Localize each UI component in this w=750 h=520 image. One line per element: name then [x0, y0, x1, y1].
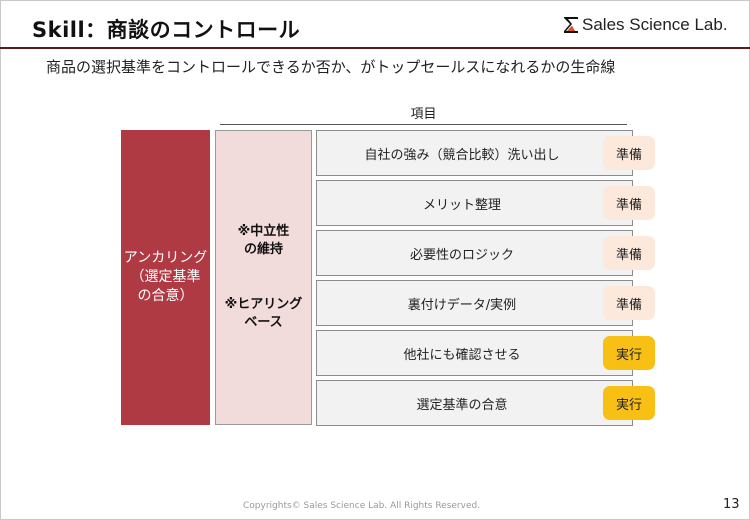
row-item-label: メリット整理 — [422, 197, 501, 213]
table-row: 他社にも確認させる — [316, 330, 633, 376]
column-header-divider — [220, 124, 627, 125]
copyright-text: Copyrights© Sales Science Lab. All Right… — [243, 501, 481, 511]
table-row: 選定基準の合意 — [316, 380, 633, 426]
brand-logo: Sales Science Lab. — [563, 15, 728, 35]
notes-block: ※中立性 の維持 ※ヒアリング ベース — [215, 130, 312, 425]
slide-subtitle: 商品の選択基準をコントロールできるか否か、がトップセールスになれるかの生命線 — [46, 58, 616, 76]
column-header: 項目 — [410, 107, 437, 122]
row-item-label: 裏付けデータ/実例 — [407, 297, 517, 313]
phase-badge-exec: 実行 — [603, 336, 655, 370]
row-item-label: 必要性のロジック — [409, 247, 514, 263]
anchoring-label: アンカリング （選定基準 の合意） — [123, 250, 208, 304]
phase-badge-prep: 準備 — [603, 186, 655, 220]
hourglass-icon — [564, 17, 578, 33]
anchoring-block: アンカリング （選定基準 の合意） — [121, 130, 210, 425]
phase-badge-prep: 準備 — [603, 286, 655, 320]
row-item-label: 選定基準の合意 — [416, 397, 508, 413]
row-item-label: 他社にも確認させる — [403, 347, 521, 363]
phase-badge-prep: 準備 — [603, 136, 655, 170]
phase-badge-prep: 準備 — [603, 236, 655, 270]
table-row: 自社の強み（競合比較）洗い出し — [316, 130, 633, 176]
page-title: Skill：商談のコントロール — [32, 18, 301, 42]
table-row: 必要性のロジック — [316, 230, 633, 276]
row-item-label: 自社の強み（競合比較）洗い出し — [364, 147, 560, 163]
phase-badge-exec: 実行 — [603, 386, 655, 420]
page-number: 13 — [723, 497, 740, 512]
header-divider — [0, 47, 750, 49]
brand-name: Sales Science Lab. — [582, 15, 728, 34]
table-row: 裏付けデータ/実例 — [316, 280, 633, 326]
table-row: メリット整理 — [316, 180, 633, 226]
note-neutrality: ※中立性 の維持 — [237, 224, 290, 257]
note-hearing-based: ※ヒアリング ベース — [224, 297, 303, 330]
